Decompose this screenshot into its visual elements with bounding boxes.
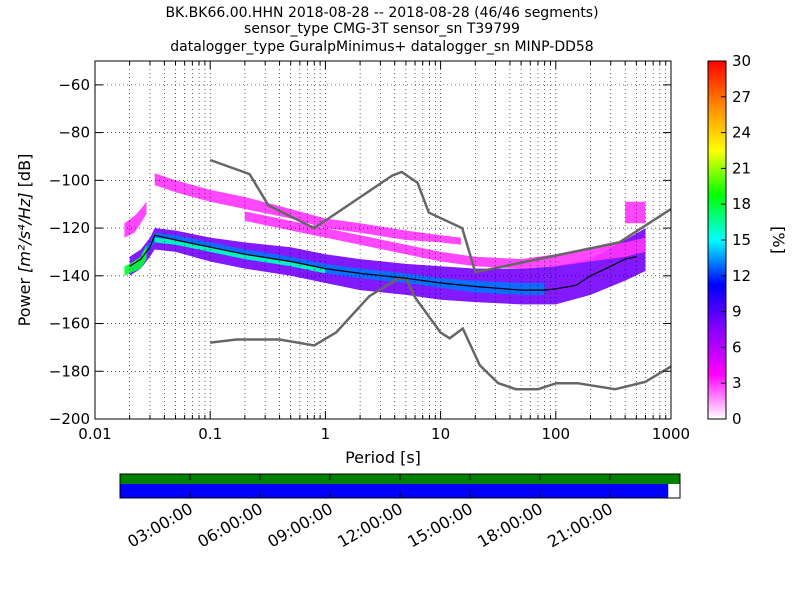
colorbar-tick-label: 9	[732, 303, 742, 321]
timeline-tick-label: 06:00:00	[194, 499, 266, 551]
x-axis-label: Period [s]	[345, 448, 421, 467]
colorbar-tick-label: 6	[732, 338, 742, 356]
y-tick-label: −140	[49, 267, 90, 285]
colorbar: 0 3 6 9 12 15 18 21 24 27 30	[707, 52, 751, 428]
y-tick-label: −100	[49, 171, 90, 189]
y-tick-label: −120	[49, 219, 90, 237]
colorbar-tick-label: 30	[732, 52, 751, 70]
y-tick-label: −200	[49, 410, 90, 428]
data-coverage-timeline: 03:00:0006:00:0009:00:0012:00:0015:00:00…	[119, 473, 681, 551]
noise-models	[209, 158, 671, 391]
psd-density-band-6	[244, 211, 646, 269]
psd-density-band-8	[625, 201, 646, 224]
psd-density-band-7	[124, 201, 147, 238]
colorbar-tick-label: 18	[732, 195, 751, 213]
psd-density-band-5	[154, 173, 461, 245]
title-line-2: sensor_type CMG-3T sensor_sn T39799	[244, 21, 520, 37]
psd-density-band-3	[154, 237, 326, 274]
x-tick-label: 100	[541, 425, 570, 443]
psd-density-band-1	[129, 228, 646, 305]
colorbar-tick-label: 15	[732, 231, 751, 249]
y-axis-label: Power [m²/s⁴/Hz] [dB]	[15, 154, 34, 327]
timeline-tick-label: 03:00:00	[124, 499, 196, 551]
colorbar-label: [%]	[769, 226, 788, 254]
colorbar-tick-label: 12	[732, 267, 751, 285]
psd-density-bands	[124, 173, 646, 305]
timeline-tick-label: 12:00:00	[334, 499, 406, 551]
title-line-1: BK.BK66.00.HHN 2018-08-28 -- 2018-08-28 …	[165, 5, 598, 21]
y-tick-label: −80	[58, 124, 90, 142]
y-axis-label-units: [m²/s⁴/Hz]	[15, 192, 34, 272]
y-axis-label-suffix: [dB]	[15, 154, 34, 193]
timeline-coverage-bar-bottom	[120, 484, 669, 498]
y-tick-label: −60	[58, 76, 90, 94]
y-tick-label: −180	[49, 362, 90, 380]
timeline-tick-label: 18:00:00	[474, 499, 546, 551]
x-tick-label: 1000	[652, 425, 690, 443]
new-high-noise-model-line	[209, 158, 671, 274]
y-axis-label-prefix: Power	[15, 273, 34, 326]
x-tick-label: 1	[321, 425, 331, 443]
x-tick-label: 10	[431, 425, 450, 443]
psd-density-band-4	[124, 244, 147, 276]
x-tick-label: 0.01	[78, 425, 111, 443]
timeline-tick-label: 15:00:00	[404, 499, 476, 551]
colorbar-tick-label: 0	[732, 410, 742, 428]
title-line-3: datalogger_type GuralpMinimus+ datalogge…	[170, 39, 593, 55]
new-low-noise-model-line	[210, 277, 671, 391]
colorbar-tick-label: 21	[732, 159, 751, 177]
psd-density-band-2	[140, 232, 545, 295]
colorbar-tick-label: 24	[732, 124, 751, 142]
colorbar-tick-label: 27	[732, 88, 751, 106]
colorbar-tick-label: 3	[732, 374, 742, 392]
x-axis-ticks: 0.01 0.1 1 10 100 1000	[78, 61, 690, 443]
chart-title: BK.BK66.00.HHN 2018-08-28 -- 2018-08-28 …	[165, 5, 598, 55]
y-axis-ticks: −200 −180 −160 −140 −120 −100 −80 −60	[49, 76, 671, 428]
mean-psd-line-group	[129, 234, 637, 291]
plot-frame	[94, 60, 672, 420]
y-tick-label: −160	[49, 315, 90, 333]
timeline-tick-label: 09:00:00	[264, 499, 336, 551]
mean-psd-line	[129, 234, 637, 291]
x-tick-label: 0.1	[198, 425, 222, 443]
timeline-tick-label: 21:00:00	[544, 499, 616, 551]
